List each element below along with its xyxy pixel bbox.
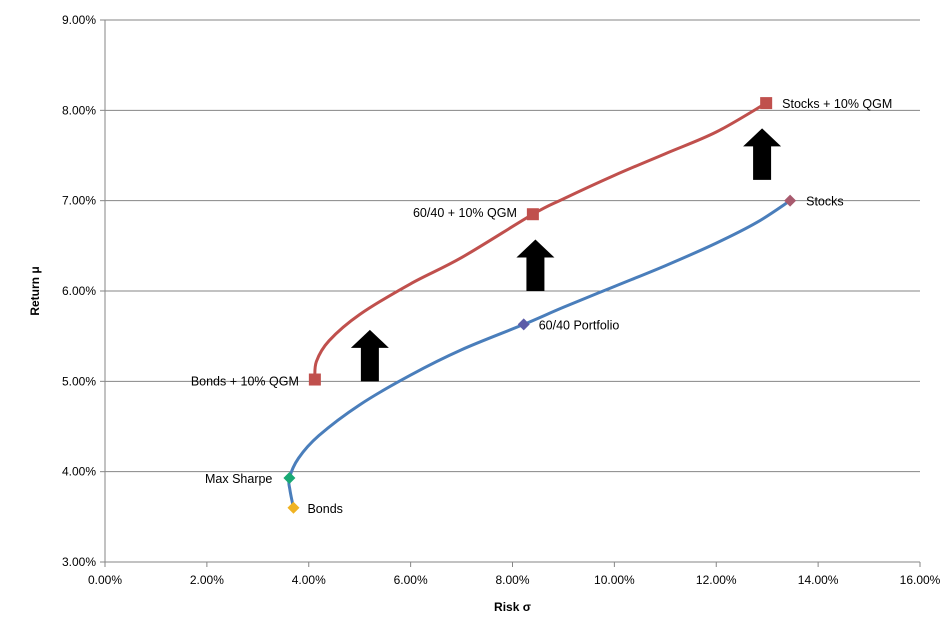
y-tick-label: 7.00% <box>62 194 96 208</box>
series-line-1 <box>287 199 792 510</box>
marker-max-sharpe <box>283 471 296 484</box>
up-arrow <box>516 239 555 291</box>
label-60-40-10-qgm: 60/40 + 10% QGM <box>413 206 517 220</box>
x-tick-label: 6.00% <box>394 573 428 587</box>
x-tick-label: 0.00% <box>88 573 122 587</box>
x-tick-label: 16.00% <box>900 573 941 587</box>
marker-stocks-10-qgm <box>760 97 773 110</box>
x-tick-label: 8.00% <box>495 573 529 587</box>
point-labels: Bonds Max Sharpe 60/40 Portfolio Stocks Bond… <box>191 97 892 516</box>
series-lines <box>287 101 792 510</box>
marker-60-40-portfolio <box>517 318 530 331</box>
y-tick-label: 8.00% <box>62 103 96 117</box>
label-stocks-10-qgm: Stocks + 10% QGM <box>782 97 892 111</box>
up-arrow <box>350 329 389 382</box>
series-line-2 <box>313 101 768 382</box>
label-bonds-10-qgm: Bonds + 10% QGM <box>191 375 299 389</box>
y-axis-title: Return μ <box>28 266 42 315</box>
label-max-sharpe: Max Sharpe <box>205 472 272 486</box>
x-tick-label: 4.00% <box>292 573 326 587</box>
marker-bonds-10-qgm <box>308 373 321 386</box>
shift-arrows <box>350 128 782 382</box>
y-tick-label: 4.00% <box>62 465 96 479</box>
label-bonds: Bonds <box>307 502 342 516</box>
x-tick-label: 10.00% <box>594 573 635 587</box>
marker-60-40-10-qgm <box>526 208 539 221</box>
marker-stocks <box>784 194 797 207</box>
y-tick-label: 6.00% <box>62 284 96 298</box>
tick-labels: 3.00% 4.00% 5.00% 6.00% 7.00% 8.00% 9.00% 0.00%… <box>62 13 941 587</box>
x-tick-label: 2.00% <box>190 573 224 587</box>
y-tick-label: 3.00% <box>62 555 96 569</box>
up-arrow <box>743 128 782 180</box>
axes <box>100 19 921 567</box>
label-60-40-portfolio: 60/40 Portfolio <box>539 318 620 332</box>
x-tick-label: 12.00% <box>696 573 737 587</box>
point-markers <box>283 97 797 514</box>
y-tick-label: 5.00% <box>62 374 96 388</box>
x-tick-label: 14.00% <box>798 573 839 587</box>
y-tick-label: 9.00% <box>62 13 96 27</box>
label-stocks: Stocks <box>806 195 844 209</box>
gridlines <box>105 19 920 473</box>
x-axis-title: Risk σ <box>494 600 531 614</box>
marker-bonds <box>287 501 300 514</box>
